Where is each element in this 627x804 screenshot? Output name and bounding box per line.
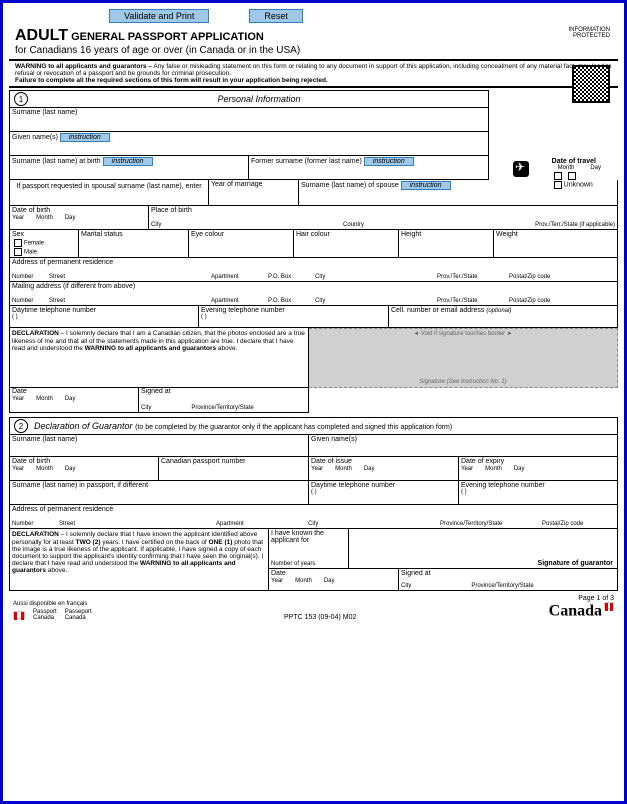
- g-dob-field[interactable]: Date of birth YearMonthDay: [9, 457, 159, 481]
- reset-button[interactable]: Reset: [249, 9, 303, 23]
- qr-code: [572, 65, 610, 103]
- eve-tel-field[interactable]: Evening telephone number( ): [199, 306, 389, 328]
- form-subtitle: for Canadians 16 years of age or over (i…: [15, 45, 618, 56]
- section-1-header: 1 Personal Information: [9, 90, 489, 108]
- flag-icon: [13, 611, 25, 619]
- signature-box[interactable]: ◄ Void if signature touches border ► Sig…: [309, 328, 618, 388]
- dob-field[interactable]: Date of birth YearMonthDay: [9, 206, 149, 230]
- height-field[interactable]: Height: [399, 230, 494, 258]
- instruction-link[interactable]: instruction: [103, 157, 153, 166]
- day-box[interactable]: [568, 172, 576, 180]
- declaration-text: DECLARATION – I solemnly declare that I …: [9, 328, 309, 388]
- canada-wordmark: Canada: [549, 602, 614, 620]
- signed-at-field[interactable]: Signed at CityProvince/Territory/State: [139, 387, 309, 413]
- decl-date-field[interactable]: Date YearMonthDay: [9, 387, 139, 413]
- perm-address-field[interactable]: Address of permanent residence NumberStr…: [9, 258, 618, 282]
- g-signed-at-field[interactable]: Signed at CityProvince/Territory/State: [399, 569, 618, 591]
- month-box[interactable]: [554, 172, 562, 180]
- spousal-surname-field[interactable]: If passport requested in spousal surname…: [9, 180, 209, 206]
- g-eve-tel-field[interactable]: Evening telephone number( ): [459, 481, 618, 505]
- warning-text: WARNING to all applicants and guarantors…: [15, 63, 612, 84]
- g-declaration-text: DECLARATION – I solemnly declare that I …: [9, 529, 269, 591]
- male-checkbox[interactable]: [14, 248, 22, 256]
- g-signature-field[interactable]: Signature of guarantor: [349, 529, 618, 569]
- mailing-address-field[interactable]: Mailing address (if different from above…: [9, 282, 618, 306]
- g-surname-passport-field[interactable]: Surname (last name) in passport, if diff…: [9, 481, 309, 505]
- g-date-issue-field[interactable]: Date of issue YearMonthDay: [309, 457, 459, 481]
- form-title: ADULT GENERAL PASSPORT APPLICATION: [15, 27, 618, 45]
- plane-icon: [513, 161, 529, 177]
- instruction-link[interactable]: instruction: [364, 157, 414, 166]
- day-tel-field[interactable]: Daytime telephone number( ): [9, 306, 199, 328]
- pob-field[interactable]: Place of birth CityCountryProv./Terr./St…: [149, 206, 618, 230]
- g-given-field[interactable]: Given name(s): [309, 435, 618, 457]
- known-for-field[interactable]: I have known the applicant for Number of…: [269, 529, 349, 569]
- weight-field[interactable]: Weight: [494, 230, 618, 258]
- eye-field[interactable]: Eye colour: [189, 230, 294, 258]
- former-surname-field[interactable]: Former surname (former last name) instru…: [249, 156, 489, 180]
- marital-field[interactable]: Marital status: [79, 230, 189, 258]
- sex-field[interactable]: Sex Female Male: [9, 230, 79, 258]
- hair-field[interactable]: Hair colour: [294, 230, 399, 258]
- instruction-link[interactable]: instruction: [401, 181, 451, 190]
- form-number: PPTC 153 (09-04) M02: [284, 614, 356, 621]
- footer-left: Aussi disponible en français PassportCan…: [13, 601, 92, 621]
- g-date-expiry-field[interactable]: Date of expiry YearMonthDay: [459, 457, 618, 481]
- flag-icon: [604, 602, 614, 609]
- section-2-header: 2 Declaration of Guarantor (to be comple…: [9, 417, 618, 435]
- g-passport-no-field[interactable]: Canadian passport number: [159, 457, 309, 481]
- page-number: Page 1 of 3: [549, 595, 614, 602]
- validate-print-button[interactable]: Validate and Print: [109, 9, 209, 23]
- g-address-field[interactable]: Address of permanent residence NumberStr…: [9, 505, 618, 529]
- cell-email-field[interactable]: Cell. number or email address (optional): [389, 306, 618, 328]
- surname-birth-field[interactable]: Surname (last name) at birth instruction: [9, 156, 249, 180]
- g-day-tel-field[interactable]: Daytime telephone number( ): [309, 481, 459, 505]
- surname-field[interactable]: Surname (last name): [9, 108, 489, 132]
- female-checkbox[interactable]: [14, 239, 22, 247]
- info-protected-label: INFORMATION PROTECTED: [568, 27, 610, 39]
- given-names-field[interactable]: Given name(s) instruction: [9, 132, 489, 156]
- surname-spouse-field[interactable]: Surname (last name) of spouse instructio…: [299, 180, 618, 206]
- g-surname-field[interactable]: Surname (last name): [9, 435, 309, 457]
- year-marriage-field[interactable]: Year of marriage: [209, 180, 299, 206]
- g-date-field[interactable]: Date YearMonthDay: [269, 569, 399, 591]
- instruction-link[interactable]: instruction: [60, 133, 110, 142]
